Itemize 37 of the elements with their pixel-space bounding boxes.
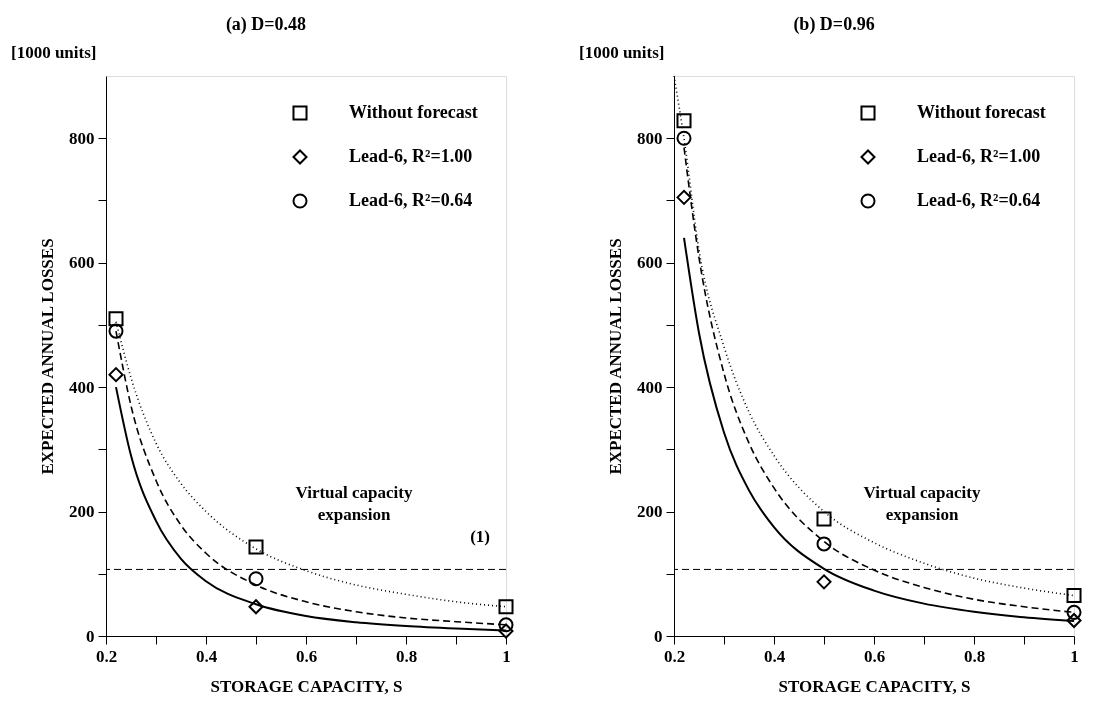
- y-tick-label: 0: [654, 626, 663, 646]
- y-tick-label: 200: [69, 502, 95, 522]
- chart-title: (b) D=0.96: [793, 14, 875, 35]
- annotation: Virtual capacity expansion: [863, 482, 981, 524]
- x-tick-label: 1: [1070, 646, 1079, 666]
- x-tick-label: 0.4: [195, 646, 218, 666]
- y-tick-label: 400: [69, 377, 95, 397]
- y-tick-label: 0: [86, 626, 95, 646]
- annotation: (1): [470, 527, 490, 547]
- x-tick-label: 0.8: [963, 646, 986, 666]
- legend-label: Lead-6, R²=0.64: [349, 190, 473, 210]
- x-tick-label: 0.2: [663, 646, 686, 666]
- y-tick-label: 800: [637, 128, 663, 148]
- legend-label: Lead-6, R²=1.00: [917, 146, 1041, 166]
- x-tick-label: 0.4: [763, 646, 786, 666]
- text: [1000 units]: [11, 43, 97, 62]
- y-axis-title: EXPECTED ANNUAL LOSSES: [606, 238, 625, 475]
- legend-label: Without forecast: [349, 102, 478, 122]
- x-axis-title: STORAGE CAPACITY, S: [210, 676, 403, 696]
- y-tick-label: 200: [637, 502, 663, 522]
- y-tick-label: 600: [637, 253, 663, 273]
- x-axis-title: STORAGE CAPACITY, S: [778, 676, 971, 696]
- legend-label: Without forecast: [917, 102, 1046, 122]
- text: [1000 units]: [579, 43, 665, 62]
- chart-title: (a) D=0.48: [225, 14, 307, 35]
- x-tick-label: 1: [502, 646, 511, 666]
- x-tick-label: 0.6: [295, 646, 318, 666]
- y-axis-title: EXPECTED ANNUAL LOSSES: [38, 238, 57, 475]
- y-tick-label: 400: [637, 377, 663, 397]
- x-tick-label: 0.8: [395, 646, 418, 666]
- annotation: Virtual capacity expansion: [295, 482, 413, 524]
- legend-label: Lead-6, R²=0.64: [917, 190, 1041, 210]
- y-tick-label: 800: [69, 128, 95, 148]
- x-tick-label: 0.2: [95, 646, 118, 666]
- y-tick-label: 600: [69, 253, 95, 273]
- legend-label: Lead-6, R²=1.00: [349, 146, 473, 166]
- x-tick-label: 0.6: [863, 646, 886, 666]
